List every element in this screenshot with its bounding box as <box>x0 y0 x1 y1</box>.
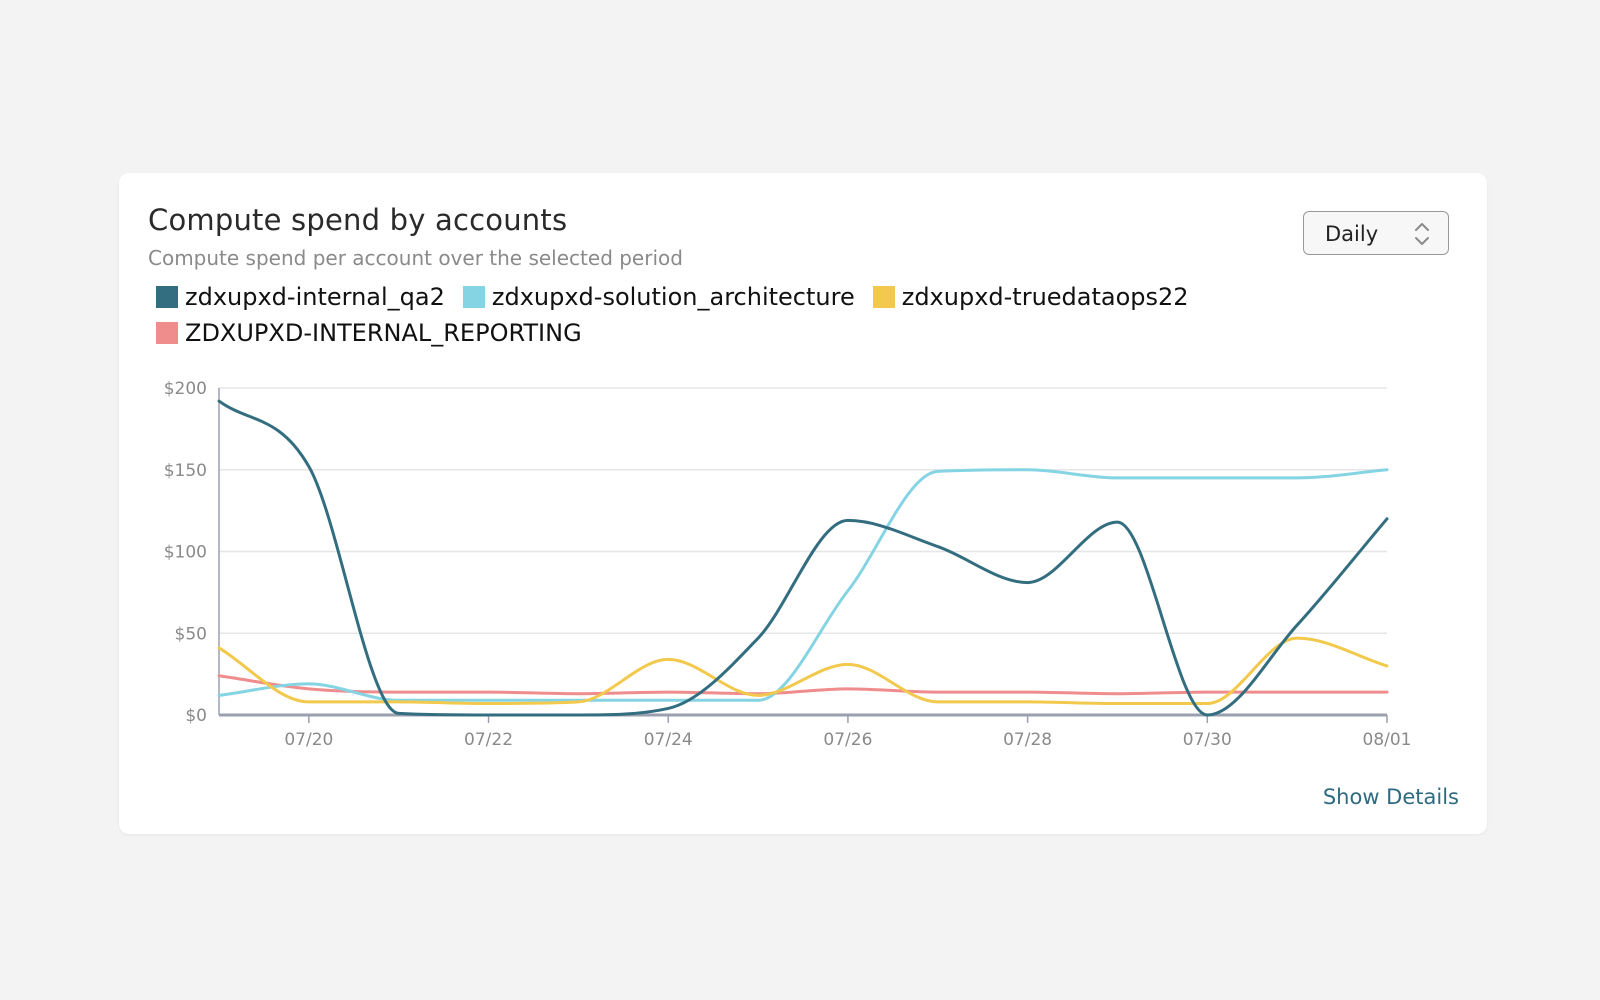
series-line <box>217 674 1389 696</box>
x-tick-label: 07/30 <box>1183 730 1232 750</box>
card-subtitle: Compute spend per account over the selec… <box>148 246 683 270</box>
legend-label: zdxupxd-truedataops22 <box>901 283 1189 311</box>
x-tick-label: 08/01 <box>1363 730 1412 750</box>
card-title: Compute spend by accounts <box>148 203 568 237</box>
legend-item[interactable]: zdxupxd-internal_qa2 <box>156 283 445 311</box>
legend-item[interactable]: zdxupxd-truedataops22 <box>872 283 1189 311</box>
legend-item[interactable]: zdxupxd-solution_architecture <box>462 283 855 311</box>
x-tick-label: 07/24 <box>644 730 693 750</box>
y-tick-label: $150 <box>164 461 207 481</box>
compute-spend-card: Compute spend by accounts Compute spend … <box>119 173 1487 834</box>
period-select-value: Daily <box>1325 222 1379 246</box>
y-tick-label: $50 <box>175 624 207 644</box>
y-tick-label: $100 <box>164 543 207 563</box>
x-tick-label: 07/20 <box>284 730 333 750</box>
legend-swatch <box>872 286 895 308</box>
legend-item[interactable]: ZDXUPXD-INTERNAL_REPORTING <box>156 319 582 347</box>
x-tick-label: 07/28 <box>1003 730 1052 750</box>
x-tick-label: 07/26 <box>823 730 872 750</box>
series-line <box>217 636 1389 706</box>
legend-label: zdxupxd-internal_qa2 <box>185 283 445 311</box>
y-tick-label: $0 <box>185 706 207 726</box>
legend-swatch <box>156 286 178 308</box>
show-details-link[interactable]: Show Details <box>1322 785 1459 809</box>
series-line <box>217 399 1389 717</box>
legend-swatch <box>156 322 178 344</box>
y-tick-label: $200 <box>164 379 207 399</box>
chevron-up-down-icon <box>1415 223 1429 245</box>
legend-label: zdxupxd-solution_architecture <box>491 283 855 311</box>
x-tick-label: 07/22 <box>464 730 513 750</box>
chart-legend: zdxupxd-internal_qa2 zdxupxd-solution_arc… <box>156 283 1306 347</box>
period-select[interactable]: Daily <box>1303 211 1449 255</box>
legend-label: ZDXUPXD-INTERNAL_REPORTING <box>185 319 582 347</box>
legend-swatch <box>462 286 485 308</box>
line-chart: $0 $50 $100 $150 $200 07/20 07/22 07/24 07/26 07/… <box>164 379 1412 750</box>
series-line <box>217 468 1389 702</box>
